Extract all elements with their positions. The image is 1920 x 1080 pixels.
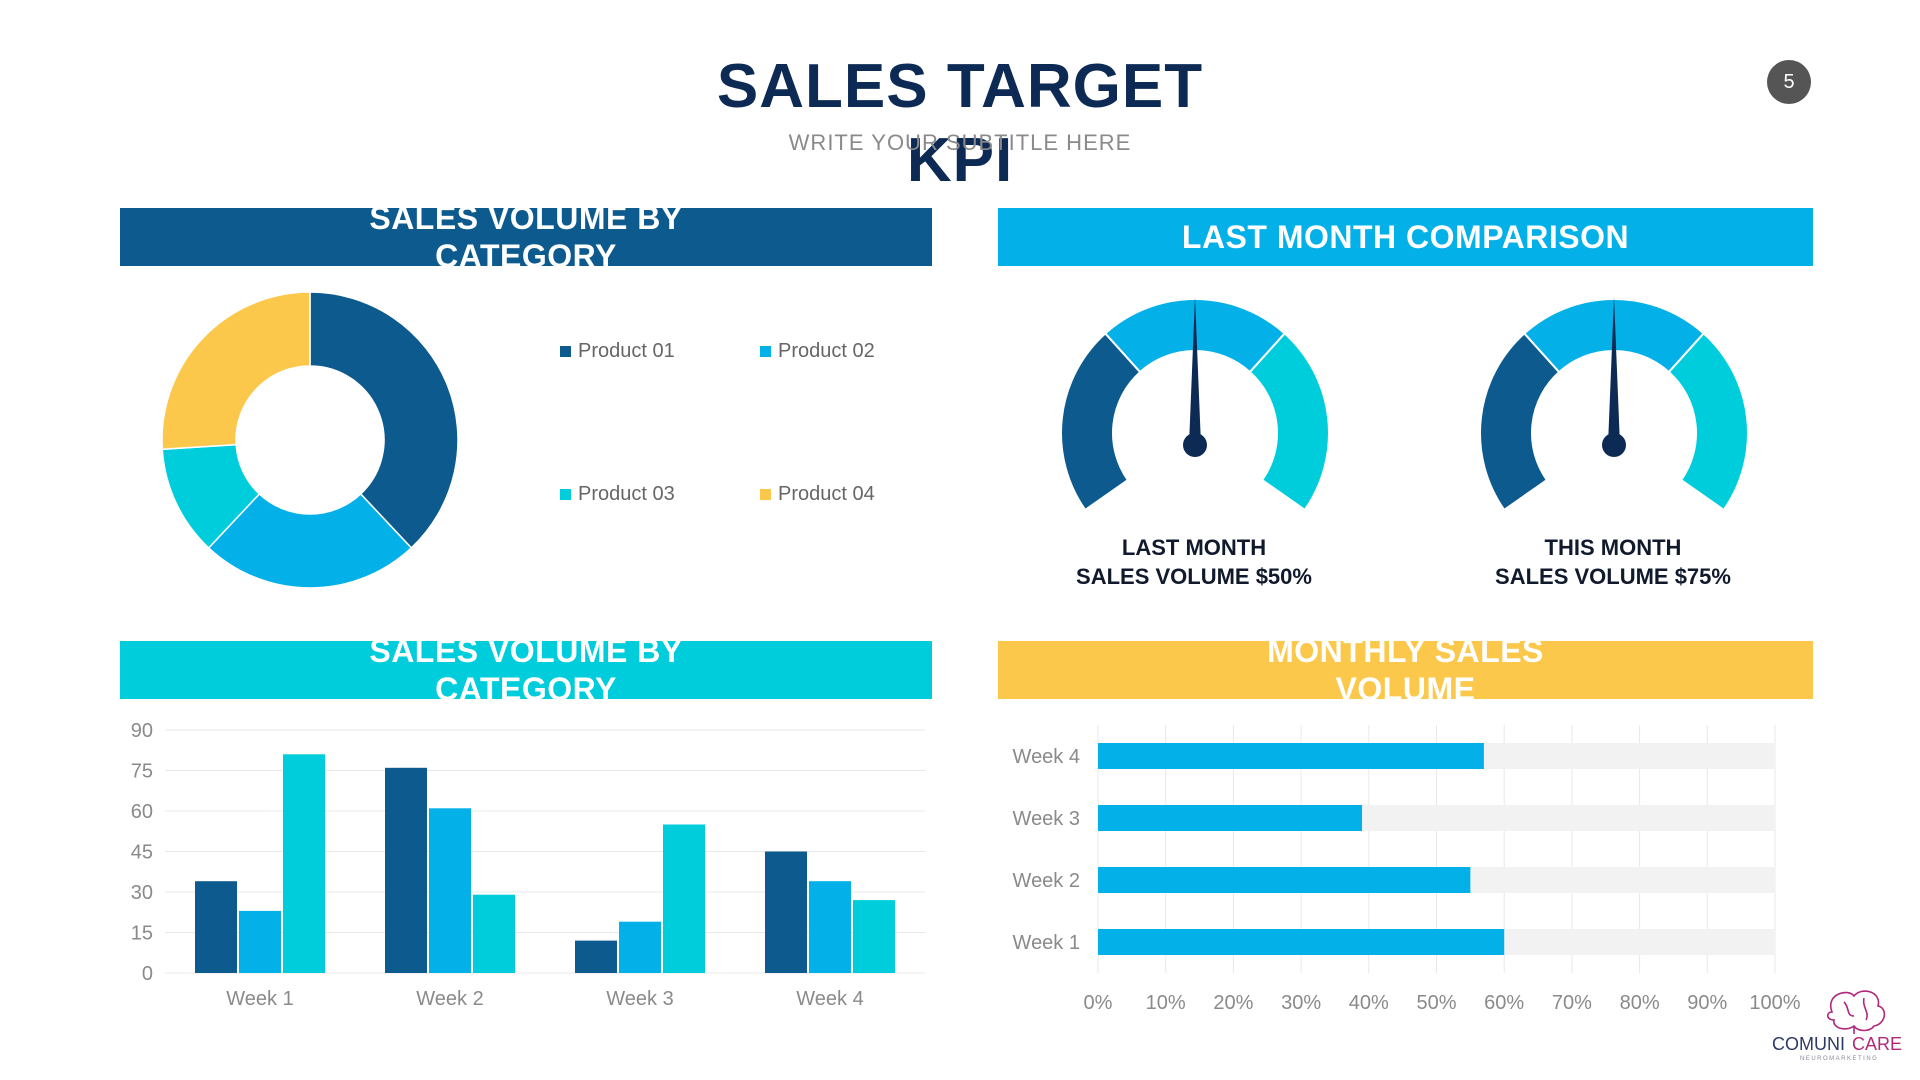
donut-slice-product-01 xyxy=(309,291,459,549)
x-tick-label: 10% xyxy=(1146,992,1186,1014)
title-line-1: SALES TARGET xyxy=(716,52,1204,121)
legend-label: Product 04 xyxy=(778,483,875,505)
x-tick-label: Week 1 xyxy=(226,988,293,1010)
y-tick-label: 75 xyxy=(131,761,153,783)
bar-week-4-3 xyxy=(853,900,895,973)
gauge-label-this-month: THIS MONTH SALES VOLUME $75% xyxy=(1423,533,1803,591)
bar-week-2-2 xyxy=(429,808,471,973)
legend-label: Product 01 xyxy=(578,340,675,362)
x-tick-label: 40% xyxy=(1349,992,1389,1014)
gauge-needle xyxy=(1608,297,1620,445)
gauge-segment xyxy=(1479,332,1561,512)
panel-header-sales-volume-by-category: SALES VOLUME BY CATEGORY xyxy=(120,208,932,266)
legend-label: Product 02 xyxy=(778,340,875,362)
legend-item-product-03: Product 03 xyxy=(560,483,675,506)
panel-header-monthly-sales-volume: MONTHLY SALES VOLUME xyxy=(998,641,1813,699)
weekly-column-chart: 0 15 30 45 60 75 90 Week 1 Week 2 Week 3 Week 4 xyxy=(131,720,925,1010)
panel-header-sales-volume-by-category-2: SALES VOLUME BY CATEGORY xyxy=(120,641,932,699)
legend-swatch xyxy=(560,346,571,357)
logo-text-a: COMUNI xyxy=(1772,1034,1845,1054)
panel-title: MONTHLY SALES VOLUME xyxy=(1267,641,1544,699)
page-title: SALES TARGET KPI xyxy=(0,50,1920,198)
legend-item-product-04: Product 04 xyxy=(760,483,875,506)
logo-text-b: CARE xyxy=(1852,1034,1902,1054)
gauge-segment xyxy=(1060,332,1142,512)
donut-slice-product-02 xyxy=(207,492,413,589)
bar-week-3-2 xyxy=(619,921,661,973)
company-logo: COMUNI CARE NEUROMARKETING xyxy=(1770,982,1920,1062)
gauge-segment xyxy=(1667,332,1749,512)
legend-label: Product 03 xyxy=(578,483,675,505)
bar-week-2 xyxy=(1098,867,1471,893)
bar-week-1-2 xyxy=(239,910,281,973)
bar-week-4-2 xyxy=(809,881,851,973)
x-tick-label: 80% xyxy=(1620,992,1660,1014)
bar-week-2-1 xyxy=(385,767,427,973)
donut-legend: Product 01 Product 02 Product 03 Product… xyxy=(560,340,940,520)
legend-swatch xyxy=(560,489,571,500)
x-tick-label: 30% xyxy=(1281,992,1321,1014)
legend-swatch xyxy=(760,489,771,500)
y-tick-label: 90 xyxy=(131,720,153,742)
y-tick-label: 45 xyxy=(131,842,153,864)
monthly-sales-bar-chart: 0% 10% 20% 30% 40% 50% 60% 70% 80% 90% 100% Week 4 W… xyxy=(1013,725,1801,1014)
x-tick-label: 0% xyxy=(1084,992,1113,1014)
gauge-label-line-1: THIS MONTH xyxy=(1544,535,1682,560)
gauge-needle-shaft xyxy=(1608,297,1620,445)
donut-slice-product-04 xyxy=(161,291,311,451)
x-tick-label: 90% xyxy=(1687,992,1727,1014)
gauge-needle-shaft xyxy=(1189,297,1201,445)
panel-title: SALES VOLUME BY CATEGORY xyxy=(369,208,683,266)
bar-week-3-3 xyxy=(663,824,705,973)
gauge-label-last-month: LAST MONTH SALES VOLUME $50% xyxy=(1004,533,1384,591)
bar-week-4 xyxy=(1098,743,1484,769)
bar-week-1 xyxy=(1098,929,1505,955)
bar-week-4-1 xyxy=(765,851,807,973)
logo-tagline: NEUROMARKETING xyxy=(1800,1056,1878,1062)
legend-item-product-02: Product 02 xyxy=(760,340,875,363)
x-tick-label: 100% xyxy=(1749,992,1800,1014)
y-tick-label: Week 3 xyxy=(1013,808,1080,830)
donut-chart xyxy=(161,291,459,589)
bar-week-1-1 xyxy=(195,881,237,973)
legend-item-product-01: Product 01 xyxy=(560,340,675,363)
gauge-needle xyxy=(1189,297,1201,445)
bar-week-3-1 xyxy=(575,940,617,973)
x-tick-label: 20% xyxy=(1213,992,1253,1014)
gauge-label-line-2: SALES VOLUME $50% xyxy=(1076,564,1312,589)
gauge-label-line-2: SALES VOLUME $75% xyxy=(1495,564,1731,589)
x-tick-label: Week 3 xyxy=(606,988,673,1010)
brain-logo-icon: COMUNI CARE NEUROMARKETING xyxy=(1772,990,1902,1062)
page-subtitle: WRITE YOUR SUBTITLE HERE xyxy=(788,130,1132,155)
x-tick-label: 50% xyxy=(1416,992,1456,1014)
gauge-needle-hub xyxy=(1602,433,1626,457)
gauge-segment xyxy=(1248,332,1330,512)
x-tick-label: 70% xyxy=(1552,992,1592,1014)
y-tick-label: 30 xyxy=(131,882,153,904)
y-tick-label: 15 xyxy=(131,923,153,945)
page-number-badge: 5 xyxy=(1767,60,1811,104)
y-tick-label: 60 xyxy=(131,801,153,823)
y-tick-label: Week 1 xyxy=(1013,932,1080,954)
title-line-2: KPI xyxy=(906,126,1014,195)
gauge-last-month xyxy=(1060,297,1330,512)
panel-title: SALES VOLUME BY CATEGORY xyxy=(369,641,683,699)
legend-swatch xyxy=(760,346,771,357)
x-tick-label: 60% xyxy=(1484,992,1524,1014)
bar-week-2-3 xyxy=(473,894,515,973)
gauge-this-month xyxy=(1479,297,1749,512)
panel-header-last-month-comparison: LAST MONTH COMPARISON xyxy=(998,208,1813,266)
gauge-label-line-1: LAST MONTH xyxy=(1121,535,1267,560)
gauge-needle-hub xyxy=(1183,433,1207,457)
x-tick-label: Week 4 xyxy=(796,988,863,1010)
y-tick-label: Week 2 xyxy=(1013,870,1080,892)
bar-week-3 xyxy=(1098,805,1363,831)
x-tick-label: Week 2 xyxy=(416,988,483,1010)
y-tick-label: 0 xyxy=(142,963,153,985)
panel-title: LAST MONTH COMPARISON xyxy=(1181,219,1630,255)
y-tick-label: Week 4 xyxy=(1013,746,1080,768)
bar-week-1-3 xyxy=(283,754,325,973)
